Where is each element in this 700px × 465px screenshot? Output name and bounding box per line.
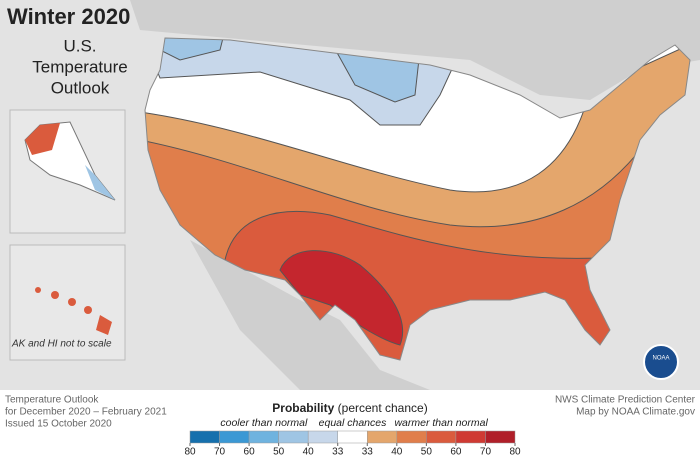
legend: 80 70 60 50 40 33 33 40 50 60 70 80 cooler than norm… (184, 417, 521, 458)
alaska-cool (85, 165, 115, 200)
logo-text: NOAA (652, 356, 669, 362)
legend-tick-label: 70 (214, 447, 226, 458)
legend-swatch (219, 430, 250, 444)
mexico (190, 240, 430, 390)
footer-left: Temperature Outlook (5, 395, 99, 406)
legend-swatch (455, 430, 486, 444)
footer (0, 390, 700, 460)
footer-left: Issued 15 October 2020 (5, 419, 112, 430)
legend-tick-label: 70 (480, 447, 492, 458)
legend-swatch (307, 430, 338, 444)
legend-tick-label: 33 (332, 447, 344, 458)
legend-title-note: (percent chance) (338, 401, 428, 415)
legend-tick-label: 60 (244, 447, 256, 458)
legend-tick-label: 50 (421, 447, 433, 458)
footer-right: NWS Climate Prediction Center (555, 395, 696, 406)
legend-swatch (367, 430, 398, 444)
legend-tick-label: 33 (362, 447, 374, 458)
legend-swatch (396, 430, 427, 444)
legend-tick-label: 50 (273, 447, 285, 458)
legend-tick-label: 80 (509, 447, 521, 458)
legend-swatch (426, 430, 457, 444)
legend-title: Probability (percent chance) (272, 401, 427, 415)
legend-swatch (337, 430, 368, 444)
legend-tick-label: 40 (303, 447, 315, 458)
legend-title-main: Probability (272, 401, 334, 415)
hawaii (35, 287, 112, 335)
title: Winter 2020 (7, 4, 130, 29)
legend-swatch (189, 430, 220, 444)
legend-swatch (485, 430, 516, 444)
alaska-warm (25, 123, 60, 155)
noaa-logo (643, 344, 679, 380)
legend-label: cooler than normal (220, 417, 308, 429)
legend-tick-label: 60 (450, 447, 462, 458)
legend-tick-label: 40 (391, 447, 403, 458)
us-outline (144, 37, 691, 361)
legend-swatch (248, 430, 279, 444)
subtitle: U.S. (63, 36, 96, 55)
subtitle: Outlook (51, 78, 110, 97)
legend-swatch (278, 430, 309, 444)
legend-tick-label: 80 (184, 447, 196, 458)
hawaii-inset (9, 244, 126, 361)
subtitle: Temperature (32, 57, 127, 76)
inset-note: AK and HI not to scale (11, 339, 112, 350)
footer-left: for December 2020 – February 2021 (5, 407, 167, 418)
legend-label: equal chances (319, 417, 387, 429)
legend-label: warmer than normal (394, 417, 488, 429)
canada (130, 0, 700, 100)
footer-right: Map by NOAA Climate.gov (576, 407, 695, 418)
